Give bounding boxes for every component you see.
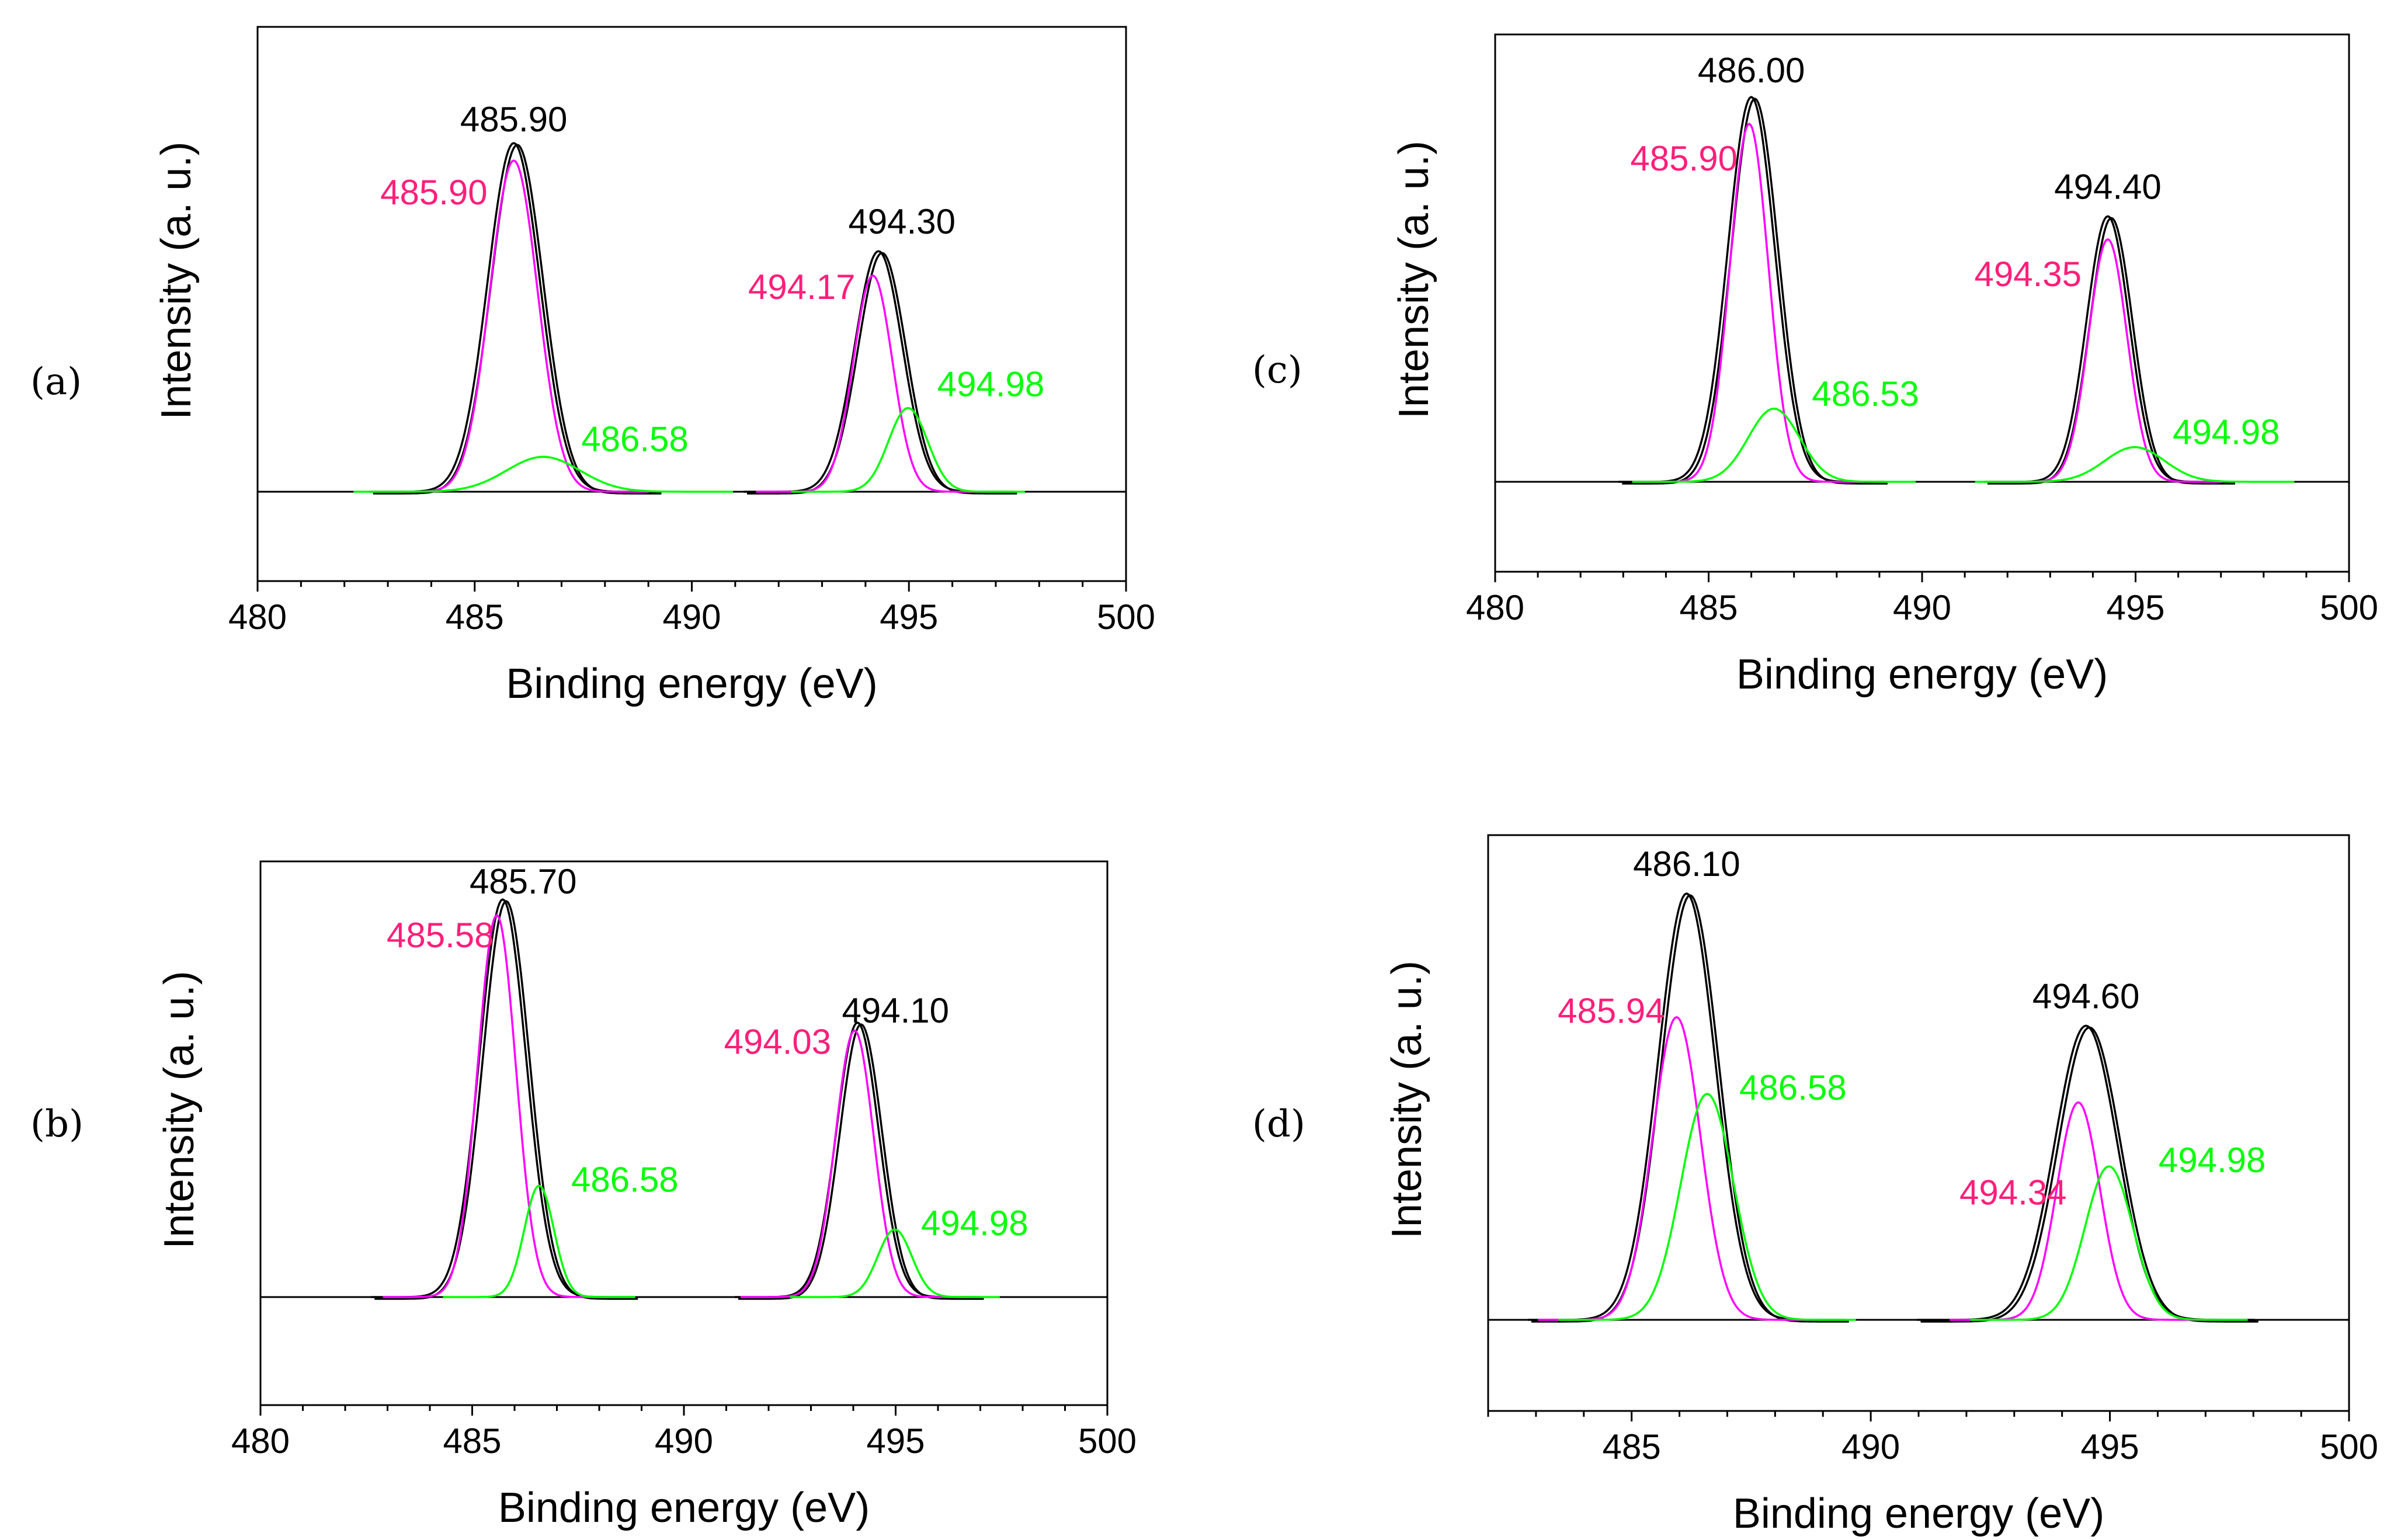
envelope-peak-label: 494.60 bbox=[2032, 976, 2140, 1016]
x-tick-label: 495 bbox=[2106, 588, 2164, 627]
raw-data-trace-1 bbox=[1622, 98, 1888, 485]
x-tick-label: 485 bbox=[1603, 1427, 1661, 1466]
raw-data-trace-2 bbox=[1920, 1026, 2259, 1323]
x-tick-label: 500 bbox=[1078, 1421, 1137, 1461]
raw-data-trace-2 bbox=[747, 252, 1017, 495]
component-1-peak-label: 485.94 bbox=[1558, 992, 1665, 1031]
x-axis-title: Binding energy (eV) bbox=[498, 1485, 870, 1531]
component-2-peak-2 bbox=[791, 406, 1025, 493]
x-tick-label: 490 bbox=[662, 597, 721, 637]
panel-label: (a) bbox=[30, 360, 82, 404]
envelope-peak-label: 486.10 bbox=[1633, 844, 1740, 884]
x-axis-title: Binding energy (eV) bbox=[1733, 1490, 2104, 1537]
chart-panel-b: 480 485 490 495 500 Binding energy (eV) Intens… bbox=[30, 860, 1137, 1531]
raw-data-trace-1 bbox=[1531, 894, 1849, 1323]
envelope-peak-label: 494.30 bbox=[848, 202, 955, 241]
plot-frame bbox=[1487, 834, 2350, 1412]
x-tick-label: 495 bbox=[2081, 1427, 2139, 1466]
envelope-peak-label: 486.00 bbox=[1698, 51, 1805, 90]
x-tick-label: 495 bbox=[866, 1421, 925, 1461]
component-2-peak-1 bbox=[353, 456, 734, 493]
x-tick-label: 495 bbox=[880, 597, 938, 637]
component-1-peak-label: 494.35 bbox=[1974, 255, 2082, 294]
panel-label: (d) bbox=[1252, 1103, 1305, 1146]
raw-data-trace-1 bbox=[373, 144, 662, 495]
y-axis-title: Intensity (a. u.) bbox=[153, 141, 200, 419]
raw-data-trace-2 bbox=[738, 1023, 984, 1300]
x-tick-label: 490 bbox=[1893, 588, 1951, 627]
component-2-peak-label: 494.98 bbox=[2159, 1141, 2266, 1180]
component-2-peak-2 bbox=[1970, 1165, 2248, 1321]
x-tick-label: 480 bbox=[1466, 588, 1524, 627]
component-1-peak-label: 485.90 bbox=[380, 173, 488, 212]
component-1-peak-label: 494.17 bbox=[748, 267, 856, 307]
component-1-peak-2 bbox=[741, 1029, 969, 1298]
component-2-peak-1 bbox=[1632, 408, 1916, 483]
component-2-peak-label: 494.98 bbox=[2173, 413, 2280, 452]
component-1-peak-label: 494.34 bbox=[1959, 1173, 2067, 1212]
component-1-peak-label: 485.90 bbox=[1630, 139, 1738, 178]
x-tick-label: 500 bbox=[1097, 597, 1155, 637]
envelope-peak-2 bbox=[735, 1021, 981, 1298]
component-2-peak-label: 486.58 bbox=[571, 1160, 679, 1199]
raw-data-trace-1 bbox=[374, 900, 638, 1300]
y-axis-title: Intensity (a. u.) bbox=[1391, 141, 1437, 419]
x-axis-title: Binding energy (eV) bbox=[1736, 651, 2108, 698]
component-2-peak-label: 494.98 bbox=[921, 1204, 1029, 1243]
x-tick-label: 500 bbox=[2320, 1427, 2378, 1466]
y-axis-title: Intensity (a. u.) bbox=[156, 971, 203, 1249]
component-2-peak-1 bbox=[1558, 1093, 1856, 1321]
chart-panel-d: 485 490 495 500 Binding energy (eV) Intensity… bbox=[1252, 834, 2378, 1537]
chart-panel-a: 480 485 490 495 500 Binding energy (eV) Intens… bbox=[30, 26, 1155, 707]
component-1-peak-1 bbox=[383, 914, 611, 1298]
envelope-peak-1 bbox=[371, 898, 635, 1298]
component-1-peak-1 bbox=[1538, 1016, 1816, 1321]
panel-label: (b) bbox=[30, 1103, 84, 1146]
envelope-peak-label: 485.90 bbox=[460, 100, 568, 139]
component-2-peak-2 bbox=[1975, 446, 2295, 483]
plot-frame bbox=[1494, 33, 2350, 573]
x-tick-label: 480 bbox=[228, 597, 287, 637]
plot-frame bbox=[256, 26, 1127, 582]
chart-panel-c: 480 485 490 495 500 Binding energy (eV) Intens… bbox=[1252, 33, 2378, 698]
x-axis-title: Binding energy (eV) bbox=[506, 661, 877, 707]
panel-label: (c) bbox=[1252, 349, 1302, 392]
envelope-peak-label: 485.70 bbox=[470, 862, 577, 901]
x-tick-label: 490 bbox=[1841, 1427, 1900, 1466]
x-tick-label: 500 bbox=[2320, 588, 2378, 627]
component-2-peak-label: 486.53 bbox=[1812, 374, 1919, 413]
x-tick-label: 485 bbox=[446, 597, 504, 637]
component-2-peak-2 bbox=[790, 1228, 1000, 1298]
y-axis-title: Intensity (a. u.) bbox=[1384, 961, 1430, 1239]
component-2-peak-label: 486.58 bbox=[1739, 1068, 1847, 1107]
component-1-peak-label: 494.03 bbox=[724, 1023, 832, 1062]
component-2-peak-label: 494.98 bbox=[937, 365, 1045, 404]
x-tick-label: 490 bbox=[655, 1421, 713, 1461]
component-2-peak-label: 486.58 bbox=[581, 419, 689, 458]
envelope-peak-label: 494.40 bbox=[2054, 167, 2162, 206]
raw-data-trace-2 bbox=[1988, 217, 2235, 485]
component-1-peak-label: 485.58 bbox=[387, 916, 494, 955]
x-tick-label: 485 bbox=[443, 1421, 501, 1461]
x-tick-label: 485 bbox=[1679, 588, 1738, 627]
component-2-peak-1 bbox=[443, 1184, 635, 1298]
envelope-peak-label: 494.10 bbox=[842, 991, 949, 1030]
x-tick-label: 480 bbox=[231, 1421, 290, 1461]
